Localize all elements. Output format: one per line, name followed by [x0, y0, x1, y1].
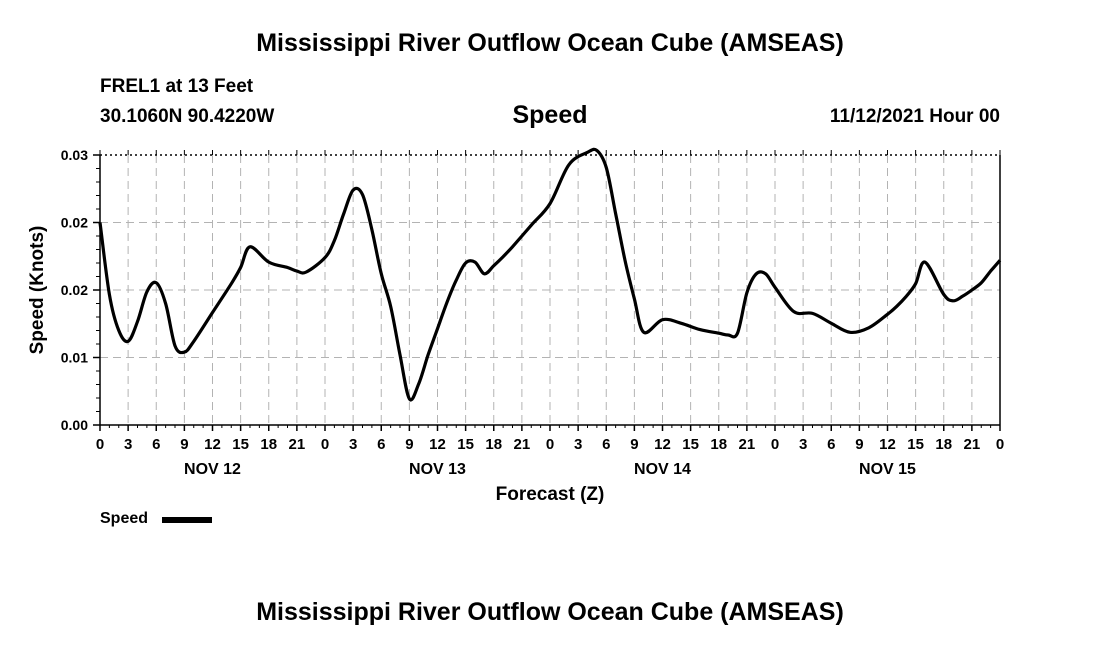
x-tick-label: 18 [260, 436, 277, 453]
x-tick-label: 3 [349, 436, 357, 453]
speed-series-line [98, 147, 1002, 402]
x-tick-label: 18 [710, 436, 727, 453]
x-tick-label: 0 [996, 436, 1004, 453]
x-tick-label: 6 [827, 436, 835, 453]
x-tick-label: 21 [964, 436, 981, 453]
x-day-label: NOV 12 [184, 461, 241, 478]
x-axis-title: Forecast (Z) [496, 484, 605, 505]
x-day-label: NOV 15 [859, 461, 916, 478]
x-tick-label: 3 [124, 436, 132, 453]
x-tick-label: 18 [485, 436, 502, 453]
x-day-label: NOV 14 [634, 461, 691, 478]
x-tick-label: 6 [152, 436, 160, 453]
y-tick-label: 0.00 [61, 417, 88, 433]
x-tick-label: 0 [321, 436, 329, 453]
x-tick-label: 6 [377, 436, 385, 453]
x-tick-label: 21 [514, 436, 531, 453]
x-tick-label: 9 [630, 436, 638, 453]
x-tick-label: 18 [935, 436, 952, 453]
x-tick-label: 9 [855, 436, 863, 453]
chart-title: Mississippi River Outflow Ocean Cube (AM… [256, 29, 844, 57]
x-tick-label: 15 [907, 436, 924, 453]
x-day-label: NOV 13 [409, 461, 466, 478]
x-tick-label: 15 [682, 436, 699, 453]
x-tick-label: 9 [405, 436, 413, 453]
x-tick-label: 0 [96, 436, 104, 453]
x-tick-label: 15 [232, 436, 249, 453]
x-tick-label: 21 [289, 436, 306, 453]
x-tick-label: 0 [546, 436, 554, 453]
y-tick-label: 0.02 [61, 215, 88, 231]
y-tick-label: 0.03 [61, 147, 88, 163]
x-tick-label: 12 [879, 436, 896, 453]
x-tick-label: 12 [654, 436, 671, 453]
x-tick-label: 15 [457, 436, 474, 453]
y-axis-title: Speed (Knots) [27, 226, 48, 355]
x-tick-label: 0 [771, 436, 779, 453]
x-tick-label: 12 [429, 436, 446, 453]
x-tick-label: 12 [204, 436, 221, 453]
x-tick-label: 3 [799, 436, 807, 453]
x-tick-label: 3 [574, 436, 582, 453]
station-coords: 30.1060N 90.4220W [100, 106, 275, 127]
variable-title: Speed [512, 101, 588, 129]
x-tick-label: 21 [739, 436, 756, 453]
x-tick-label: 9 [180, 436, 188, 453]
legend-label: Speed [100, 510, 149, 527]
chart-title-bottom: Mississippi River Outflow Ocean Cube (AM… [256, 598, 844, 626]
station-label: FREL1 at 13 Feet [100, 76, 254, 97]
x-tick-label: 6 [602, 436, 610, 453]
y-tick-label: 0.02 [61, 282, 88, 298]
legend-line-swatch [162, 517, 212, 523]
y-tick-label: 0.01 [61, 350, 88, 366]
forecast-datetime: 11/12/2021 Hour 00 [829, 106, 1000, 127]
